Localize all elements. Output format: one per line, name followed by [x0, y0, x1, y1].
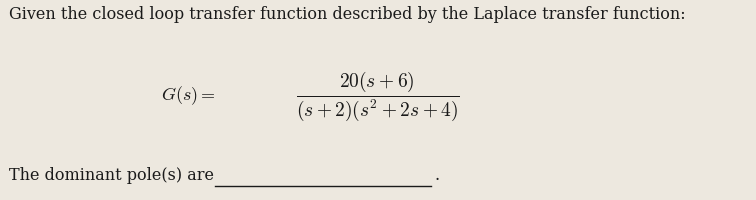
Text: $\dfrac{20(s+6)}{(s+2)(s^2+2s+4)}$: $\dfrac{20(s+6)}{(s+2)(s^2+2s+4)}$	[296, 69, 460, 123]
Text: Given the closed loop transfer function described by the Laplace transfer functi: Given the closed loop transfer function …	[9, 6, 686, 23]
Text: $G(s)=$: $G(s)=$	[160, 85, 215, 107]
Text: The dominant pole(s) are: The dominant pole(s) are	[9, 167, 214, 184]
Text: .: .	[435, 167, 440, 184]
